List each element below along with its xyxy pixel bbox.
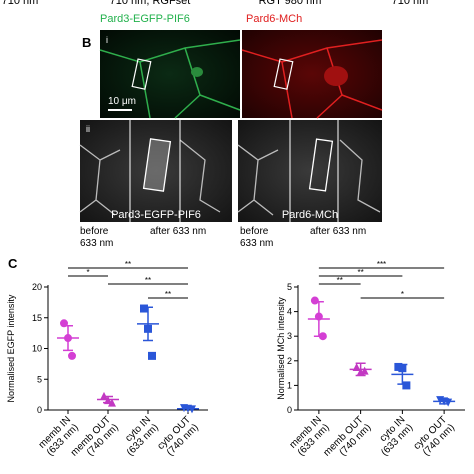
red-spot [324, 66, 348, 86]
channel-label: Pard6-MCh [282, 209, 338, 221]
green-image [100, 30, 240, 118]
y-tick-label: 5 [37, 374, 42, 384]
error-bar [103, 395, 113, 404]
significance-label: * [86, 268, 89, 277]
green-cell-edges [99, 39, 241, 119]
error-bar [397, 363, 408, 385]
channel-label: Pard6-MCh [246, 13, 302, 25]
y-tick-label: 3 [287, 331, 292, 341]
error-bar [63, 324, 73, 352]
point [148, 351, 156, 360]
y-tick-label: 0 [287, 405, 292, 415]
roi-box [142, 138, 172, 192]
y-tick-label: 15 [32, 313, 42, 323]
y-axis-label: Normalised EGFP intensity [6, 294, 16, 402]
x-tick-label: cyto IN(633 nm) [123, 414, 161, 458]
gray-edges [237, 139, 381, 216]
red-image [242, 30, 382, 118]
error-bar [143, 306, 153, 342]
y-axis-label: Normalised MCh intensity [276, 297, 286, 400]
y-tick-label: 20 [32, 282, 42, 292]
caption: after 633 nm [150, 226, 206, 237]
roi-box [131, 58, 152, 90]
point [140, 304, 148, 313]
x-tick-label: memb OUT(740 nm) [69, 414, 121, 458]
point [402, 381, 411, 390]
red-cell-edges [241, 39, 383, 119]
error-bar [355, 362, 366, 377]
caption: before [240, 226, 269, 237]
green-spot [191, 67, 203, 77]
row-label: i [106, 35, 108, 45]
channel-label: Pard3-EGFP-PIF6 [100, 13, 190, 25]
cut-text: 710 nm [2, 0, 39, 7]
y-tick-label: 5 [287, 282, 292, 292]
y-tick-label: 2 [287, 356, 292, 366]
x-tick-label: cyto OUT(740 nm) [412, 414, 457, 458]
scale-bar-label: 10 μm [108, 96, 136, 107]
point [68, 351, 76, 360]
x-tick-label: cyto OUT(740 nm) [155, 414, 200, 458]
error-bar [313, 301, 324, 337]
point [310, 296, 319, 305]
x-tick-label: memb OUT(740 nm) [321, 414, 373, 458]
error-bar [439, 398, 450, 405]
top-fragments: 710 nm 710 nm, RGFset RGT 980 nm 710 nm [2, 0, 429, 7]
point [360, 366, 369, 375]
gray-edges [79, 139, 221, 216]
significance-label: ** [145, 276, 151, 285]
panel-label: C [8, 256, 18, 271]
significance-label: ** [125, 260, 131, 269]
significance-label: ** [165, 290, 171, 299]
cut-text: 710 nm [392, 0, 429, 7]
significance-label: ** [337, 276, 343, 285]
caption: before [80, 226, 109, 237]
caption: after 633 nm [310, 226, 366, 237]
y-tick-label: 10 [32, 344, 42, 354]
significance-label: *** [377, 260, 386, 269]
point [444, 398, 453, 407]
roi-box [273, 58, 294, 90]
caption: 633 nm [80, 238, 113, 249]
panel-label: B [82, 35, 91, 50]
roi-box [308, 138, 334, 192]
axes [47, 285, 208, 411]
caption: 633 nm [240, 238, 273, 249]
x-tick-label: cyto IN(633 nm) [378, 414, 416, 458]
significance-label: ** [358, 268, 364, 277]
y-tick-label: 4 [287, 307, 292, 317]
channel-label: Pard3-EGFP-PIF6 [111, 209, 201, 221]
cut-text: 710 nm, RGFset [110, 0, 191, 7]
row-label: ii [86, 124, 90, 134]
axes [297, 285, 465, 411]
y-tick-label: 1 [287, 380, 292, 390]
cut-text: RGT 980 nm [259, 0, 322, 7]
significance-label: * [401, 290, 404, 299]
gray-image [238, 120, 382, 222]
y-tick-label: 0 [37, 405, 42, 415]
